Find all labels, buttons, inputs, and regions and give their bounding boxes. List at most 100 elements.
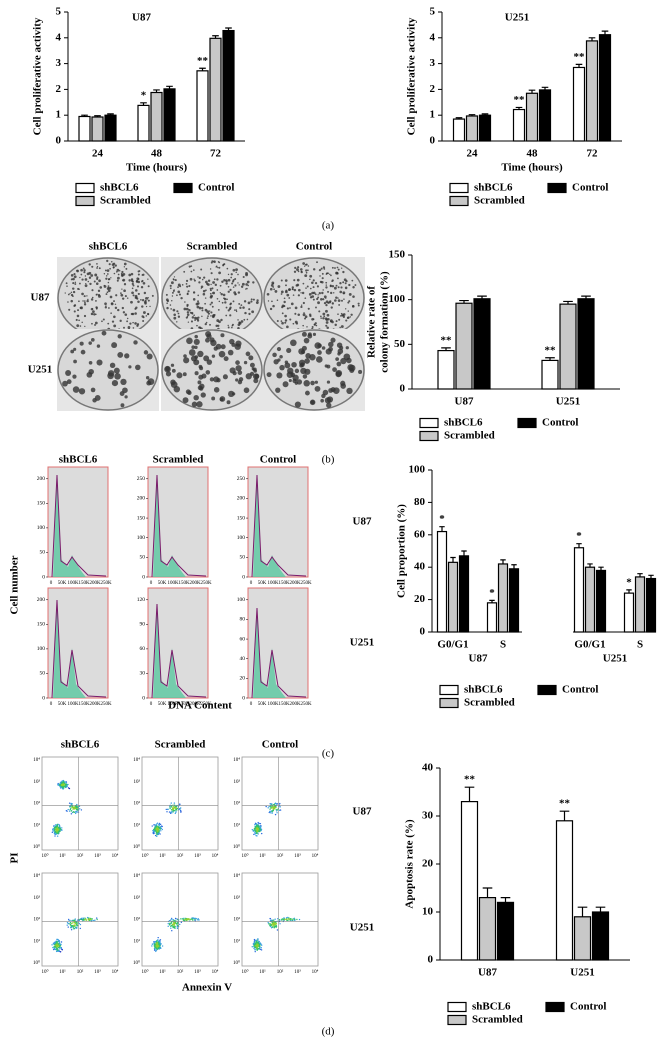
x-tick-label: 10⁰ <box>41 853 48 859</box>
colony <box>186 313 190 316</box>
colony <box>197 276 199 278</box>
colony <box>270 284 274 287</box>
colony <box>103 273 106 275</box>
colony <box>186 337 193 345</box>
scatter-frame <box>141 756 219 851</box>
event-dot <box>66 785 68 787</box>
event-dot <box>269 803 272 805</box>
event-dot <box>95 917 98 919</box>
y-tick-label: 30 <box>140 671 146 677</box>
colony <box>90 337 95 342</box>
x-tick-label: 24 <box>92 148 104 160</box>
colony <box>121 270 124 274</box>
event-dot <box>61 782 63 785</box>
colony <box>206 317 209 319</box>
colony <box>81 278 84 281</box>
colony <box>322 289 324 291</box>
colony <box>173 316 177 320</box>
colony <box>184 301 186 303</box>
colony <box>72 290 76 294</box>
colony <box>183 354 187 358</box>
colony <box>273 288 275 291</box>
colony <box>75 318 78 322</box>
colony <box>204 308 208 312</box>
event-dot <box>73 922 76 924</box>
event-dot <box>257 943 259 946</box>
event-dot <box>255 946 257 948</box>
event-dot <box>258 945 260 947</box>
event-dot <box>256 835 258 837</box>
x-tick-label: 10⁴ <box>312 853 319 859</box>
event-dot <box>195 917 197 920</box>
colony <box>70 278 73 281</box>
event-dot <box>153 824 155 826</box>
event-dot <box>53 946 56 948</box>
y-tick-label: 90 <box>140 622 146 628</box>
colony <box>182 397 189 404</box>
colony <box>113 272 116 275</box>
event-dot <box>259 825 261 827</box>
colony <box>292 294 295 296</box>
event-dot <box>56 942 58 944</box>
event-dot <box>74 918 76 920</box>
colony <box>340 315 342 317</box>
colony <box>303 337 310 344</box>
event-dot <box>74 919 76 922</box>
x-tick-label: 200K <box>89 702 101 707</box>
legend-swatch <box>537 684 557 696</box>
colony <box>200 268 203 271</box>
colony <box>90 387 96 393</box>
colony <box>316 356 323 363</box>
colony <box>325 304 328 307</box>
event-dot <box>56 829 59 831</box>
colony <box>177 286 179 289</box>
colony <box>171 368 176 373</box>
colony <box>280 293 283 295</box>
colony <box>311 281 314 284</box>
event-dot <box>96 918 98 921</box>
event-dot <box>258 826 260 828</box>
colony <box>142 311 146 314</box>
event-dot <box>157 947 160 950</box>
colony <box>120 293 124 297</box>
colony <box>238 302 241 305</box>
colony <box>307 307 310 310</box>
event-dot <box>70 929 73 931</box>
colony <box>294 401 301 408</box>
x-tick-label: 250K <box>200 702 212 707</box>
event-dot <box>156 822 159 824</box>
event-dot <box>179 809 182 812</box>
colony <box>297 288 301 292</box>
colony <box>220 293 223 296</box>
event-dot <box>73 928 75 930</box>
event-dot <box>176 927 179 930</box>
event-dot <box>154 834 157 837</box>
colony <box>79 325 82 327</box>
significance-mark: ** <box>441 334 453 346</box>
x-tick-label: 10² <box>177 969 184 975</box>
event-dot <box>67 926 69 928</box>
y-tick-label: 150 <box>37 622 46 628</box>
event-dot <box>254 826 256 828</box>
significance-mark: ** <box>559 798 571 810</box>
x-tick-label: 250K <box>300 581 312 586</box>
event-dot <box>67 922 70 925</box>
colony <box>320 267 323 270</box>
colony <box>334 323 337 327</box>
colony <box>248 355 254 361</box>
colony <box>123 289 126 293</box>
y-axis-label: colony formation (%) <box>379 271 391 373</box>
colony <box>316 297 319 301</box>
colony <box>312 332 317 336</box>
colony <box>272 352 277 358</box>
colony <box>301 331 307 337</box>
event-dot <box>269 808 271 810</box>
colony <box>245 273 248 277</box>
event-dot <box>172 918 174 921</box>
legend-label: Scrambled <box>444 430 495 442</box>
event-dot <box>159 939 162 941</box>
event-dot <box>154 944 156 947</box>
y-axis-label: Cell number <box>9 555 21 614</box>
bar <box>91 116 104 142</box>
event-dot <box>259 948 262 951</box>
